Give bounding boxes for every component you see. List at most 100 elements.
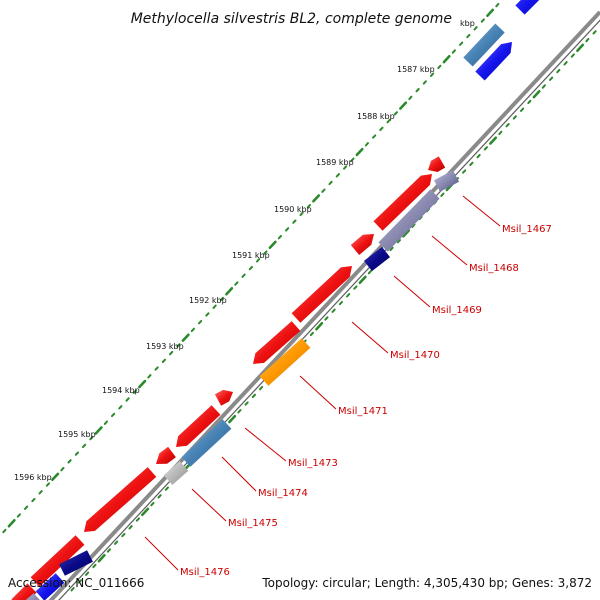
inner-scale-tick-58 xyxy=(415,88,420,93)
inner-scale-tick-64 xyxy=(459,41,464,46)
outer-scale-tick-35 xyxy=(324,316,329,321)
inner-scale-tick-25 xyxy=(176,343,181,348)
outer-scale-tick-65 xyxy=(541,84,546,89)
inner-scale-tick-57 xyxy=(408,95,413,101)
inner-scale-tick-55 xyxy=(393,111,398,116)
outer-scale-tick-37 xyxy=(338,300,343,306)
outer-scale-tick-11 xyxy=(150,501,155,507)
inner-scale-tick-20 xyxy=(138,379,147,389)
outer-scale-tick-1 xyxy=(77,579,82,584)
scale-label-1588: 1588 kbp xyxy=(357,112,395,121)
gene-gray-msil-1474 xyxy=(163,461,189,485)
backbone xyxy=(48,10,600,600)
leader-line-msil-1475 xyxy=(191,488,227,522)
inner-scale-tick-15 xyxy=(103,420,108,425)
inner-scale-tick-56 xyxy=(399,101,408,110)
scale-label-1596: 1596 kbp xyxy=(14,473,52,482)
inner-scale-tick-34 xyxy=(241,273,246,278)
outer-scale-tick-57 xyxy=(483,146,488,151)
inner-scale-tick-6 xyxy=(38,490,43,495)
inner-scale-tick-3 xyxy=(16,513,21,518)
inner-scale-tick-1 xyxy=(2,528,7,534)
leader-line-msil-1473 xyxy=(244,427,287,462)
gene-orange-msil-1471 xyxy=(259,338,311,386)
inner-scale-tick-30 xyxy=(212,304,217,309)
gene-red-msil-1469 xyxy=(350,234,374,255)
outer-scale-tick-39 xyxy=(353,285,358,290)
backbone-line xyxy=(48,10,600,600)
outer-scale-tick-2 xyxy=(85,571,90,576)
gene-red-msil-1475 xyxy=(156,446,176,464)
outer-scale-tick-46 xyxy=(402,229,411,238)
outer-scale-tick-3 xyxy=(92,563,97,569)
outer-scale-tick-22 xyxy=(228,414,237,424)
gene-navy-msil-1469 xyxy=(364,246,390,272)
outer-scale-tick-67 xyxy=(556,68,561,74)
inner-scale-tick-46 xyxy=(328,180,333,186)
gene-red-msil-1474 xyxy=(176,405,221,447)
inner-scale-tick-40 xyxy=(285,227,290,232)
inner-scale-tick-35 xyxy=(248,265,253,271)
inner-scale-tick-63 xyxy=(451,49,456,54)
gene-label-msil-1469: Msil_1469 xyxy=(432,305,482,316)
outer-scale-tick-59 xyxy=(498,130,503,136)
leader-line-msil-1469 xyxy=(393,275,431,308)
inner-scale-tick-5 xyxy=(31,497,36,503)
inner-scale-tick-60 xyxy=(430,72,435,77)
outer-scale-tick-8 xyxy=(128,525,133,530)
gene-red-msil-1470 xyxy=(291,266,352,323)
outer-scale-tick-40 xyxy=(358,275,367,285)
gene-label-msil-1475: Msil_1475 xyxy=(228,518,278,529)
outer-scale-tick-38 xyxy=(346,293,351,298)
leader-line-msil-1474 xyxy=(221,456,257,492)
scale-label-kbp: kbp xyxy=(460,19,475,28)
outer-scale-tick-24 xyxy=(244,401,249,406)
gene-red-bottom-2 xyxy=(11,583,37,600)
inner-scale-tick-24 xyxy=(169,350,174,356)
inner-scale-tick-62 xyxy=(442,54,451,64)
gene-steel-top xyxy=(463,23,505,67)
inner-scale-tick-7 xyxy=(45,482,50,487)
outer-scale-tick-58 xyxy=(489,136,498,145)
gene-red-msil-1476 xyxy=(84,467,157,532)
inner-scale-tick-41 xyxy=(292,219,297,224)
inner-scale-tick-2 xyxy=(7,518,16,528)
inner-scale-tick-48 xyxy=(343,165,348,170)
outer-scale-tick-63 xyxy=(527,99,532,105)
outer-scale-tick-68 xyxy=(563,61,568,66)
gene-purple-bottom xyxy=(25,593,40,600)
inner-scale-tick-17 xyxy=(118,405,123,410)
inner-scale-tick-50 xyxy=(355,147,364,157)
inner-scale-tick-61 xyxy=(437,64,442,70)
inner-scale-tick-51 xyxy=(364,142,369,147)
outer-scale-tick-12 xyxy=(157,494,162,499)
inner-scale-tick-21 xyxy=(147,374,152,379)
scale-label-1591: 1591 kbp xyxy=(232,251,270,260)
outer-scale-tick-41 xyxy=(367,269,372,275)
inner-scale-tick-16 xyxy=(111,412,116,418)
gene-red-msil-1467 xyxy=(428,156,446,172)
scale-label-1590: 1590 kbp xyxy=(274,205,312,214)
outer-scale-tick-33 xyxy=(309,331,314,337)
outer-scale-tick-10 xyxy=(141,507,150,517)
scale-label-1593: 1593 kbp xyxy=(146,342,184,351)
outer-scale-tick-0 xyxy=(70,587,75,592)
scale-label-1589: 1589 kbp xyxy=(316,158,354,167)
gene-labels: Msil_1467 Msil_1468 Msil_1469 Msil_1470 … xyxy=(180,224,552,578)
outer-scale-tick-45 xyxy=(396,239,401,244)
inner-scale-tick-26 xyxy=(181,333,190,342)
outer-scale-tick-36 xyxy=(331,308,336,313)
outer-scale-tick-26 xyxy=(259,385,264,391)
outer-scale-tick-55 xyxy=(469,161,474,166)
scale-label-1592: 1592 kbp xyxy=(189,296,227,305)
outer-scale-tick-34 xyxy=(315,321,324,331)
outer-scale-tick-5 xyxy=(106,548,111,553)
leader-line-msil-1467 xyxy=(462,195,501,227)
genes xyxy=(11,0,540,600)
accession-text: Accession: NC_011666 xyxy=(8,576,144,590)
inner-scale-tick-66 xyxy=(473,26,478,31)
inner-scale-tick-33 xyxy=(234,281,239,286)
gene-label-msil-1471: Msil_1471 xyxy=(338,406,388,417)
leader-line-msil-1470 xyxy=(351,321,389,354)
